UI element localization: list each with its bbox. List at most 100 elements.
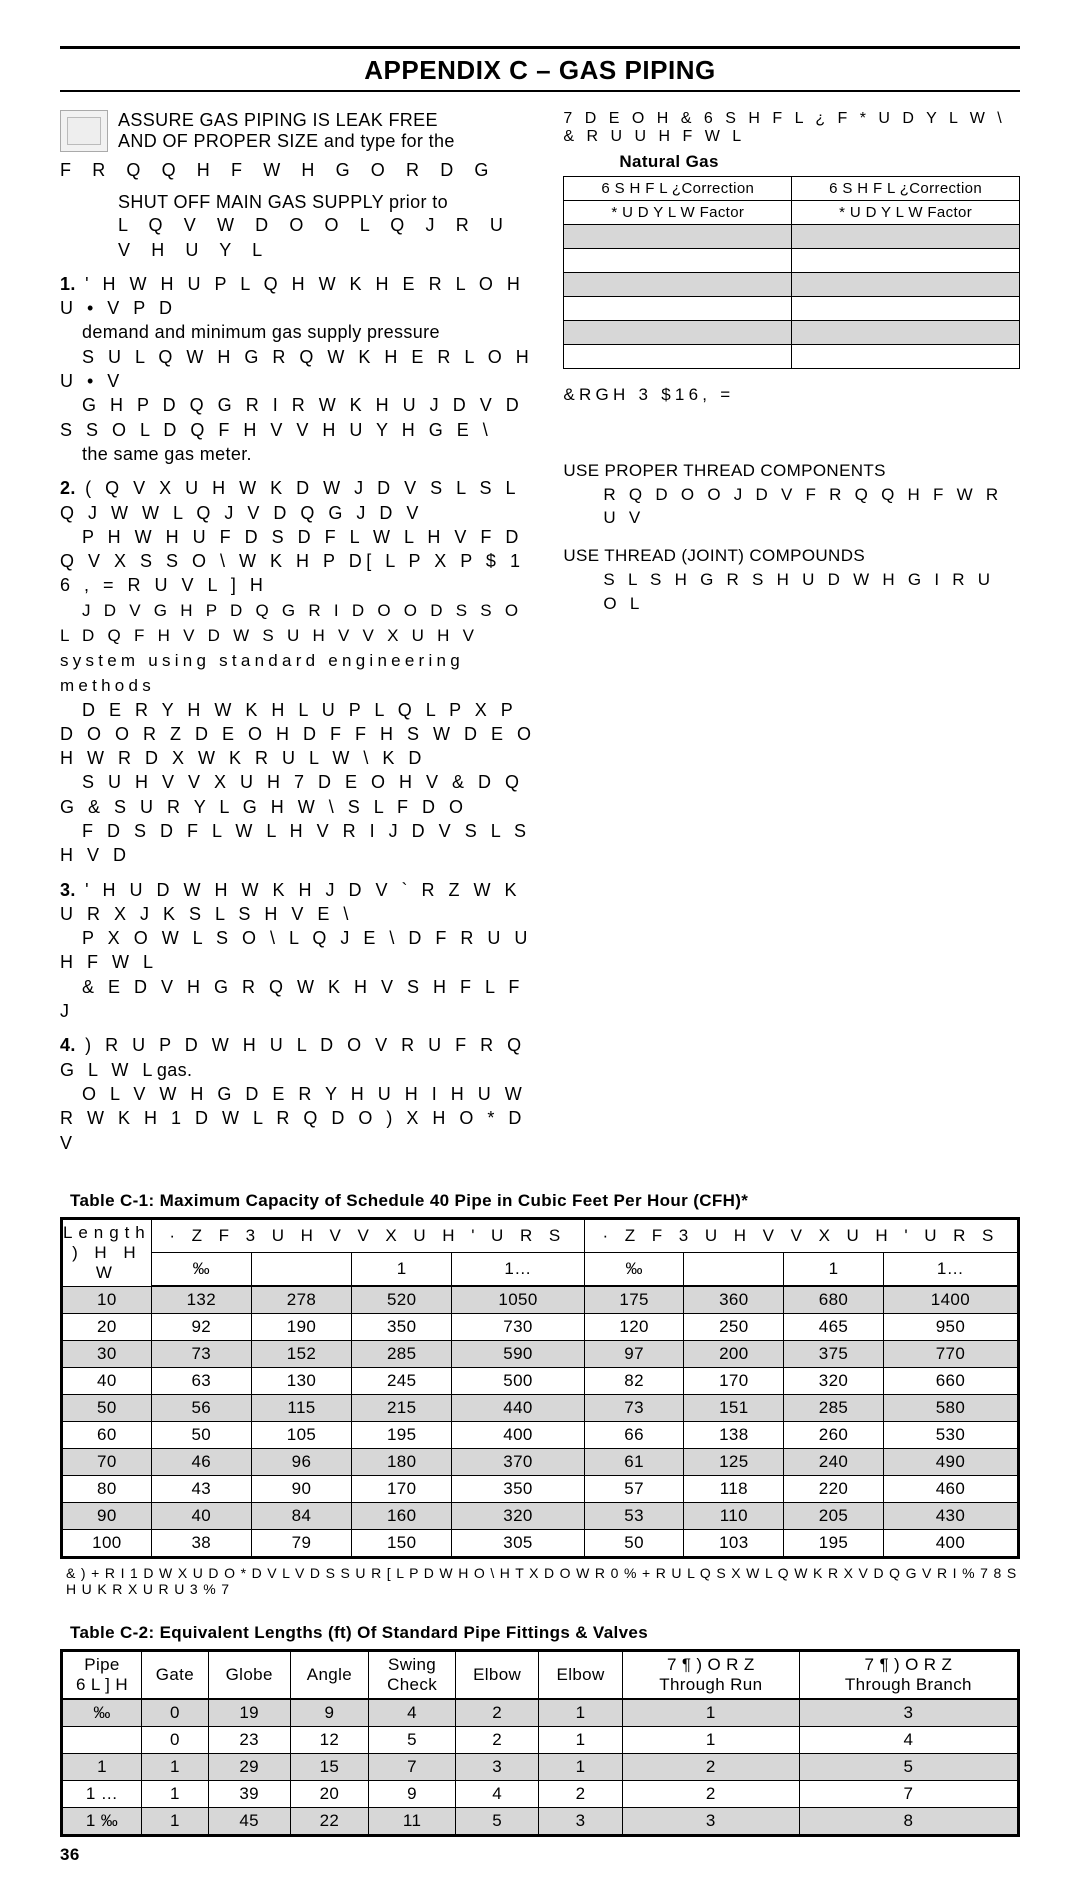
table-cell: 5 <box>799 1754 1018 1781</box>
table-cell: 120 <box>584 1314 684 1341</box>
table-row: 406313024550082170320660 <box>62 1368 1019 1395</box>
table-cell: 73 <box>151 1341 251 1368</box>
table-cell: 360 <box>684 1286 784 1314</box>
table-row: 80439017035057118220460 <box>62 1476 1019 1503</box>
warning-icon <box>60 110 108 152</box>
table-cell: 7 <box>369 1754 456 1781</box>
para-3: 3. ' H U D W H W K H J D V ` R Z W K U R… <box>60 878 539 1024</box>
table-c1-footnote: & ) + R I 1 D W X U D O * D V L V D S S … <box>66 1565 1020 1597</box>
table-cell: 190 <box>251 1314 351 1341</box>
c1-size-hdr: 1 <box>352 1253 452 1287</box>
table-cell: 150 <box>352 1530 452 1558</box>
p2-e: S U H V V X U H 7 D E O H V & D Q G & S … <box>60 772 524 816</box>
table-cell: 7 <box>799 1781 1018 1808</box>
natural-gas-label: Natural Gas <box>619 152 1020 172</box>
table-row <box>564 321 1020 345</box>
table-cell: 92 <box>151 1314 251 1341</box>
table-cell: 580 <box>883 1395 1018 1422</box>
table-cell: 79 <box>251 1530 351 1558</box>
left-column: ASSURE GAS PIPING IS LEAK FREE AND OF PR… <box>60 110 539 1165</box>
c2-col-hdr: Gate <box>142 1651 209 1700</box>
table-cell: 90 <box>251 1476 351 1503</box>
table-cell: 2 <box>622 1754 799 1781</box>
page-title: APPENDIX C – GAS PIPING <box>60 55 1020 86</box>
table-row <box>564 345 1020 369</box>
table-cell: 350 <box>452 1476 585 1503</box>
table-cell: 90 <box>62 1503 152 1530</box>
table-cell: 57 <box>584 1476 684 1503</box>
table-cell: 240 <box>784 1449 884 1476</box>
table-cell: 0 <box>142 1727 209 1754</box>
table-cell: 9 <box>290 1699 369 1727</box>
use-joint: USE THREAD (JOINT) COMPOUNDS <box>563 544 1020 568</box>
table-cell: 500 <box>452 1368 585 1395</box>
table-cell: 61 <box>584 1449 684 1476</box>
p4-b: O L V W H G D E R Y H U H I H U W R W K … <box>60 1084 526 1153</box>
table-cell: 1 … <box>62 1781 142 1808</box>
right-header-garble: 7 D E O H & 6 S H F L ¿ F * U D Y L W \ … <box>563 110 1020 146</box>
code-line: &RGH 3 $16, = <box>563 383 1020 407</box>
table-cell: 50 <box>62 1395 152 1422</box>
p1-a: ' H W H U P L Q H W K H E R L O H U • V … <box>60 274 524 318</box>
table-cell: 180 <box>352 1449 452 1476</box>
p1-d: G H P D Q G R I R W K H U J D V D S S O … <box>60 395 523 439</box>
table-cell: 3 <box>622 1808 799 1836</box>
table-cell: 152 <box>251 1341 351 1368</box>
table-cell: 1 <box>142 1754 209 1781</box>
table-cell: 0 <box>142 1699 209 1727</box>
table-cell: 195 <box>784 1530 884 1558</box>
table-row: 0231252114 <box>62 1727 1019 1754</box>
gravity-table: 6 S H F L ¿Correction 6 S H F L ¿Correct… <box>563 176 1020 369</box>
table-cell: 1 <box>622 1727 799 1754</box>
warn1-line-a: ASSURE GAS PIPING IS LEAK FREE <box>118 110 455 131</box>
table-row <box>564 249 1020 273</box>
table-cell: 3 <box>455 1754 538 1781</box>
p2-c: J D V G H P D Q G R I D O O D S S O L D … <box>60 601 522 695</box>
table-cell: 1 <box>62 1754 142 1781</box>
table-cell: 132 <box>151 1286 251 1314</box>
table-cell: 96 <box>251 1449 351 1476</box>
table-cell: 50 <box>151 1422 251 1449</box>
table-cell: 103 <box>684 1530 784 1558</box>
c1-size-hdr: 1… <box>883 1253 1018 1287</box>
c1-group-a: · Z F 3 U H V V X U H ' U R S <box>151 1218 584 1252</box>
page-number: 36 <box>60 1845 1020 1865</box>
table-cell: 5 <box>455 1808 538 1836</box>
c1-size-hdr: ‰ <box>151 1253 251 1287</box>
right-column: 7 D E O H & 6 S H F L ¿ F * U D Y L W \ … <box>563 110 1020 1165</box>
table-cell: 8 <box>799 1808 1018 1836</box>
p1-e: the same gas meter. <box>82 444 252 464</box>
warn1-line-b: AND OF PROPER SIZE and type for the <box>118 131 455 152</box>
table-cell: 12 <box>290 1727 369 1754</box>
table-cell: 115 <box>251 1395 351 1422</box>
table-c1-caption: Table C-1: Maximum Capacity of Schedule … <box>70 1191 1020 1211</box>
table-cell: 400 <box>452 1422 585 1449</box>
table-cell: 170 <box>352 1476 452 1503</box>
gt-col-b2: * U D Y L W Factor <box>792 201 1020 225</box>
table-cell: 530 <box>883 1422 1018 1449</box>
table-cell: 2 <box>539 1781 622 1808</box>
table-cell: 100 <box>62 1530 152 1558</box>
table-cell: 730 <box>452 1314 585 1341</box>
table-row: 2092190350730120250465950 <box>62 1314 1019 1341</box>
table-cell: 1050 <box>452 1286 585 1314</box>
table-cell: 250 <box>684 1314 784 1341</box>
p3-b: P X O W L S O \ L Q J E \ D F R U U H F … <box>60 928 532 972</box>
gt-col-b1: 6 S H F L ¿Correction <box>792 177 1020 201</box>
table-cell: 1 <box>539 1699 622 1727</box>
table-cell: 465 <box>784 1314 884 1341</box>
table-cell: 53 <box>584 1503 684 1530</box>
p3-c: & E D V H G R Q W K H V S H F L F J <box>60 977 524 1021</box>
table-cell: 43 <box>151 1476 251 1503</box>
p1-b: demand and minimum gas supply pressure <box>82 322 440 342</box>
table-cell: 950 <box>883 1314 1018 1341</box>
on-all: R Q D O O J D V F R Q Q H F W R U V <box>603 483 1020 531</box>
p1-c: S U L Q W H G R Q W K H E R L O H U • V <box>60 347 533 391</box>
c2-pipe-hdr2: 6 L ] H <box>63 1675 141 1695</box>
p2-d: D E R Y H W K H L U P L Q L P X P D O O … <box>60 700 536 769</box>
table-cell: 1 <box>142 1808 209 1836</box>
c2-col-hdr: Elbow <box>455 1651 538 1700</box>
gas-word: gas. <box>157 1060 192 1080</box>
p2-b: P H W H U F D S D F L W L H V F D Q V X … <box>60 527 524 596</box>
table-cell: 73 <box>584 1395 684 1422</box>
